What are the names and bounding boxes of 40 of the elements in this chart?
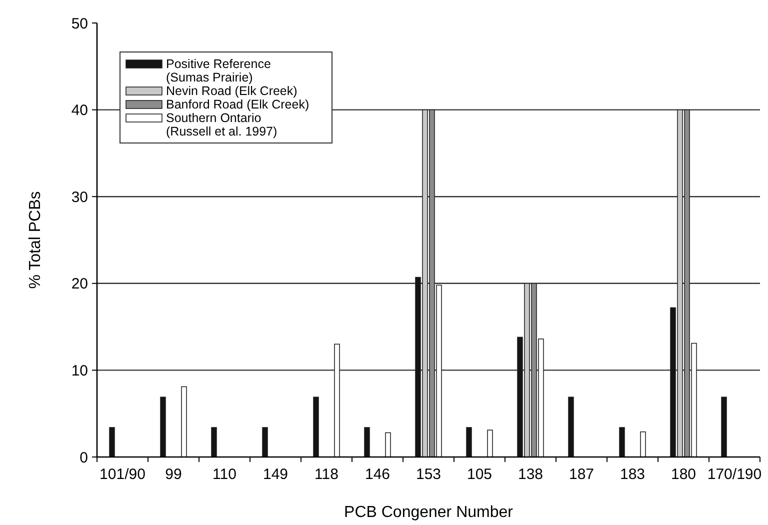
bar [385,432,391,458]
bar [313,396,319,458]
x-tick-label: 170/190 [707,466,762,483]
y-tick-label: 0 [80,449,88,466]
bar [181,386,187,458]
y-tick-label: 50 [71,15,88,32]
bar [640,431,646,458]
x-tick-label: 146 [364,466,390,483]
bar [721,396,727,458]
y-tick-label: 10 [71,362,88,380]
x-tick-label: 149 [262,466,288,483]
legend-label: Banford Road (Elk Creek) [166,98,310,112]
x-tick-label: 153 [416,466,442,483]
x-tick-label: 187 [568,466,594,483]
y-axis-title: % Total PCBs [27,191,44,289]
x-tick-label: 110 [212,466,236,483]
bar [262,427,268,458]
bar [160,396,166,458]
legend-label: Southern Ontario (Russell et al. 1997) [166,111,278,138]
x-tick-label: 183 [620,466,646,483]
x-tick-label: 105 [466,466,492,483]
x-tick-label: 101/90 [100,466,146,483]
bar [487,430,493,458]
y-tick-label: 40 [71,102,88,120]
y-tick-label: 30 [71,188,88,206]
legend-label: Positive Reference (Sumas Prairie) [166,57,271,84]
bar [364,427,370,458]
x-axis-title: PCB Congener Number [344,504,514,521]
bar [619,427,625,458]
y-tick-label: 20 [71,276,88,293]
bar [211,427,217,458]
bar [568,396,574,458]
x-tick-label: 118 [314,466,338,483]
legend-label: Nevin Road (Elk Creek) [166,84,298,98]
bar [466,427,472,458]
x-tick-label: 180 [670,466,696,483]
bar [334,344,340,458]
x-tick-label: 99 [165,466,182,483]
x-tick-label: 138 [518,466,544,483]
bar [109,427,115,458]
